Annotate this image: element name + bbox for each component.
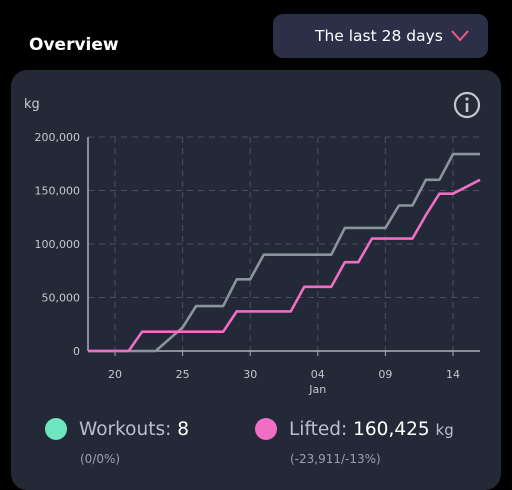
workouts-stat: Workouts: 8 xyxy=(45,418,189,440)
workouts-value: 8 xyxy=(177,418,190,440)
cumulative-chart: 0 50,000 100,000 150,000 200,000 20 25 30 04 Jan 0… xyxy=(35,131,481,396)
overview-card xyxy=(11,70,501,490)
lifted-unit: kg xyxy=(435,420,454,439)
x-tick-label: 09 xyxy=(378,368,392,381)
y-tick-label: 200,000 xyxy=(35,131,81,144)
date-range-dropdown[interactable]: The last 28 days xyxy=(273,14,488,58)
info-icon[interactable] xyxy=(452,90,482,120)
x-tick-label: 04 xyxy=(311,368,325,381)
lifted-value: 160,425 xyxy=(353,418,430,440)
x-tick-label: 30 xyxy=(243,368,257,381)
x-tick-sublabel: Jan xyxy=(308,383,326,396)
date-range-label: The last 28 days xyxy=(315,27,443,45)
x-tick-label: 20 xyxy=(108,368,122,381)
workouts-series-line xyxy=(88,152,480,353)
x-tick-label: 25 xyxy=(176,368,190,381)
y-axis-label: kg xyxy=(24,97,40,112)
workouts-change: (0/0%) xyxy=(80,452,121,466)
lifted-legend-dot xyxy=(255,418,277,440)
lifted-series-line xyxy=(88,178,481,353)
y-tick-label: 100,000 xyxy=(35,238,81,251)
chevron-down-icon xyxy=(451,30,469,42)
workouts-label: Workouts: xyxy=(79,418,172,440)
x-tick-label: 14 xyxy=(446,368,460,381)
page-title: Overview xyxy=(29,35,119,55)
lifted-change: (-23,911/-13%) xyxy=(290,452,381,466)
workouts-legend-dot xyxy=(45,418,67,440)
lifted-stat: Lifted: 160,425 kg xyxy=(255,418,454,440)
y-tick-label: 0 xyxy=(73,345,80,358)
y-tick-label: 150,000 xyxy=(35,185,81,198)
lifted-label: Lifted: xyxy=(289,418,348,440)
y-tick-label: 50,000 xyxy=(42,292,81,305)
